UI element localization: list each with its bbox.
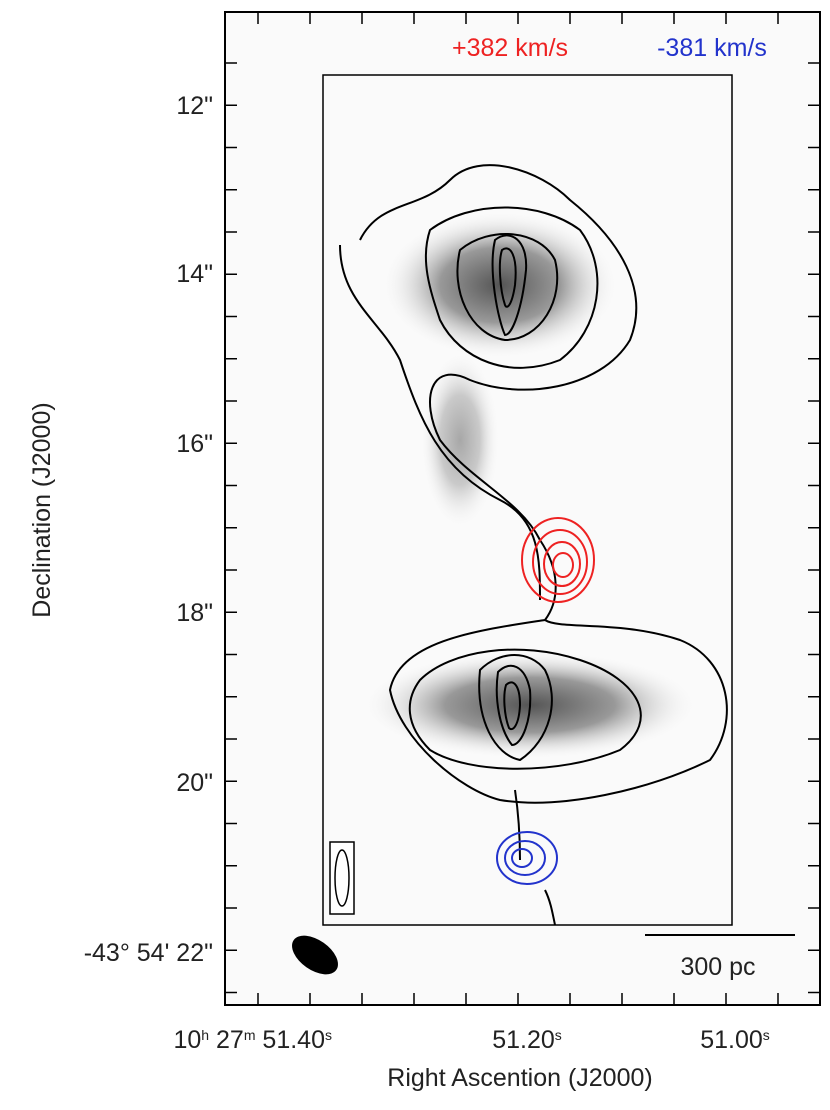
y-tick-label: 16": [176, 430, 213, 458]
y-tick-label: 14": [176, 260, 213, 288]
unit: s: [555, 1027, 562, 1043]
x-axis-title: Right Ascention (J2000): [387, 1064, 652, 1092]
unit: h: [201, 1027, 209, 1043]
y-tick-label: 18": [176, 599, 213, 627]
inner-frame: [322, 74, 733, 926]
x-tick-label: 10h 27m 51.40s: [173, 1026, 332, 1054]
unit: s: [763, 1027, 770, 1043]
emission: [420, 350, 500, 530]
value: 27: [209, 1026, 244, 1054]
y-axis-title: Declination (J2000): [28, 402, 56, 617]
scale-bar-label: 300 pc: [680, 953, 755, 981]
red-velocity: +382 km/s: [452, 34, 568, 62]
x-tick-label: 51.00s: [700, 1026, 770, 1054]
x-tick-label: 51.20s: [492, 1026, 562, 1054]
value: 51.40: [255, 1026, 325, 1054]
outer-frame: [224, 11, 821, 1006]
blueshifted-contours: [496, 831, 558, 885]
unit: s: [325, 1027, 332, 1043]
unit: m: [244, 1027, 256, 1043]
beam: [292, 935, 338, 975]
blue-velocity: -381 km/s: [657, 34, 767, 62]
value: 51.00: [700, 1026, 763, 1054]
value: 51.20: [492, 1026, 555, 1054]
y-tick-label: 12": [176, 92, 213, 120]
y-tick-label: 20": [176, 769, 213, 797]
beam-box: [329, 841, 355, 915]
y-tick-label: -43° 54' 22": [84, 939, 213, 967]
frame-ticks: [225, 12, 820, 1005]
redshifted-contours: [521, 517, 595, 603]
tick-labels: 12" 14" 16" 18" 20" -43° 54' 22" 10h 27m 51.40…: [84, 92, 770, 1054]
beam-inset: [334, 849, 350, 907]
value: 10: [173, 1026, 201, 1054]
